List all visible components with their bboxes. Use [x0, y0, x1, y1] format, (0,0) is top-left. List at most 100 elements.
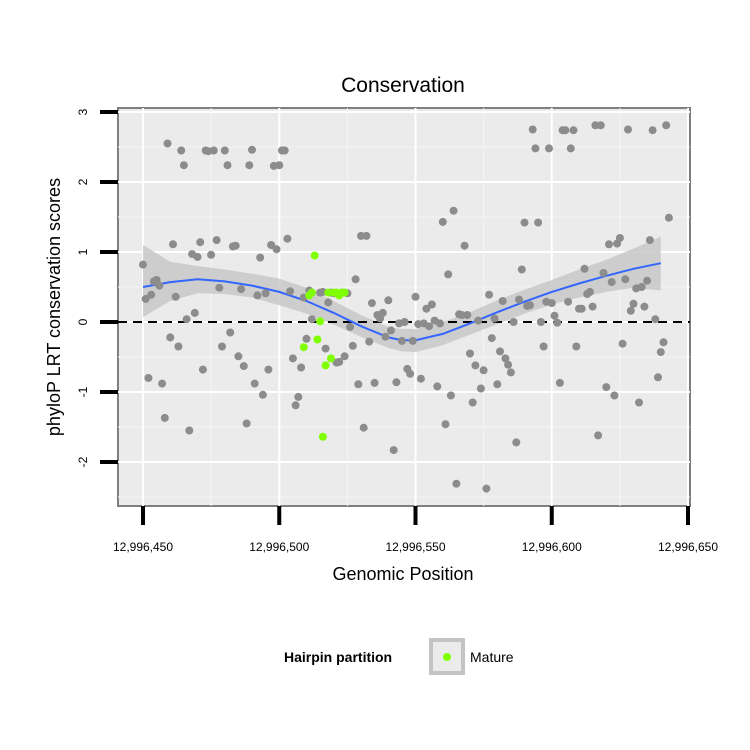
data-point [294, 392, 303, 401]
data-point [392, 378, 401, 387]
data-point [596, 121, 605, 130]
data-point [272, 245, 281, 254]
data-point [468, 398, 477, 407]
data-point [280, 146, 289, 155]
data-point [577, 304, 586, 313]
data-point [144, 374, 153, 382]
data-point [177, 146, 186, 155]
y-tick-label: 3 [76, 108, 90, 115]
data-point [174, 342, 183, 351]
data-point [416, 374, 425, 383]
data-point [471, 361, 480, 370]
data-point-mature [310, 251, 319, 260]
legend-mature-marker [443, 653, 451, 661]
data-point [218, 342, 226, 351]
y-axis-title: phyloP LRT conservation scores [44, 178, 64, 436]
data-point [643, 276, 652, 285]
data-point [539, 342, 548, 351]
data-point [553, 318, 562, 327]
data-point [256, 253, 265, 262]
data-point [528, 125, 537, 134]
data-point [215, 283, 224, 292]
data-point [384, 296, 393, 305]
data-point [504, 360, 513, 369]
y-tick-label: 1 [76, 248, 90, 255]
data-point-mature [340, 288, 349, 297]
data-point [446, 391, 455, 400]
data-point [624, 125, 632, 134]
data-point [569, 126, 578, 135]
data-point [509, 318, 518, 326]
data-point [493, 380, 502, 389]
data-point [321, 344, 330, 353]
data-point [400, 318, 409, 326]
data-point [291, 401, 300, 410]
data-point [185, 426, 194, 435]
data-point [362, 231, 371, 240]
data-point [602, 383, 611, 392]
data-point [479, 366, 488, 375]
data-point [487, 334, 496, 343]
data-point [307, 315, 316, 324]
data-point [354, 380, 363, 389]
data-point [607, 278, 616, 287]
data-point [250, 379, 259, 388]
data-point [226, 328, 235, 337]
data-point [389, 446, 398, 455]
data-point [196, 238, 205, 247]
data-point [656, 348, 665, 357]
legend-key-box [429, 638, 465, 675]
data-point [179, 161, 188, 170]
data-point [561, 126, 570, 135]
data-point [264, 365, 273, 374]
data-point [275, 161, 284, 170]
y-tick-label: -1 [76, 386, 90, 397]
data-point [512, 438, 521, 447]
legend-mature-label: Mature [470, 649, 514, 665]
x-tick-label: 12,996,600 [522, 540, 582, 554]
data-point-mature [318, 432, 327, 441]
data-point [457, 311, 466, 319]
data-point [498, 297, 507, 305]
data-point [515, 295, 523, 304]
data-point [438, 217, 447, 226]
data-point [302, 334, 311, 343]
y-axis: -2 -1 0 1 2 3 [76, 108, 118, 467]
data-point [433, 382, 442, 391]
x-tick-label: 12,996,650 [658, 540, 718, 554]
data-point [640, 302, 649, 311]
data-point [534, 218, 543, 227]
data-point [258, 390, 267, 399]
data-point [220, 146, 229, 155]
data-point [564, 297, 573, 306]
data-point [629, 299, 638, 308]
data-point [182, 315, 191, 324]
data-point [618, 339, 627, 348]
data-point [261, 289, 270, 298]
data-point-mature [307, 288, 316, 297]
data-point [648, 126, 657, 135]
y-tick-label: 0 [76, 318, 90, 325]
data-point [605, 240, 613, 249]
data-point [408, 336, 417, 345]
data-point [283, 234, 292, 243]
data-point-mature [324, 288, 333, 297]
data-point [427, 300, 436, 309]
data-point [517, 265, 526, 274]
data-point [397, 336, 406, 345]
data-point [610, 391, 619, 400]
x-tick-label: 12,996,450 [113, 540, 173, 554]
data-point [615, 234, 624, 242]
data-point [585, 287, 594, 296]
data-point [572, 342, 581, 351]
data-point [482, 484, 491, 493]
data-point [449, 206, 458, 215]
data-point [594, 431, 603, 440]
data-point [452, 479, 461, 488]
data-point [460, 241, 469, 250]
data-point-mature [313, 335, 322, 344]
data-point-mature [316, 317, 325, 326]
data-point [155, 281, 164, 290]
data-point [245, 161, 254, 170]
